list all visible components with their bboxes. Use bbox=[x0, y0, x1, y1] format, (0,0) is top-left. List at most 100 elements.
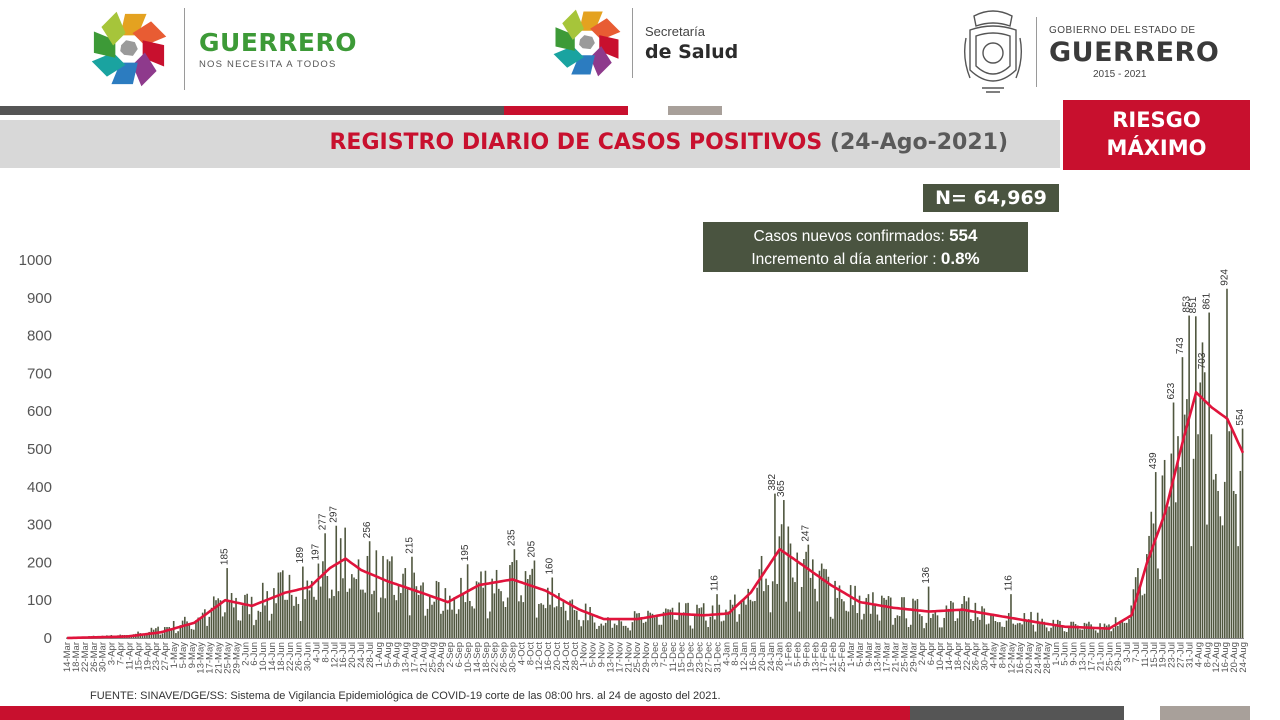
bar bbox=[1097, 632, 1099, 638]
x-tick-label: 19-Dec bbox=[686, 642, 697, 673]
increment-row: Incremento al día anterior : 0.8% bbox=[703, 248, 1028, 271]
bar bbox=[798, 611, 801, 638]
bar bbox=[707, 627, 709, 638]
bar bbox=[965, 601, 968, 638]
bar bbox=[763, 591, 765, 638]
bar bbox=[1059, 620, 1061, 638]
bar bbox=[952, 602, 954, 638]
bar bbox=[970, 619, 972, 638]
bar bbox=[275, 603, 277, 638]
bar bbox=[513, 549, 516, 638]
bar bbox=[391, 556, 393, 638]
x-tick-label: 1-Mar bbox=[846, 642, 857, 667]
bar bbox=[575, 610, 578, 638]
bar bbox=[787, 526, 790, 638]
bar bbox=[535, 617, 538, 638]
bar bbox=[589, 607, 591, 638]
bar bbox=[1010, 594, 1012, 638]
bar bbox=[901, 597, 903, 638]
bar bbox=[584, 603, 587, 638]
bar bbox=[647, 610, 649, 638]
x-tick-label: 12-Jul bbox=[329, 642, 340, 668]
bar bbox=[860, 619, 863, 638]
bar bbox=[1032, 624, 1035, 638]
bar bbox=[186, 621, 188, 638]
x-tick-label: 28-May bbox=[1042, 642, 1053, 674]
bar bbox=[1070, 621, 1072, 638]
bar bbox=[286, 599, 289, 638]
bar bbox=[529, 574, 531, 638]
bar bbox=[671, 607, 674, 638]
x-tick-label: 24-Jul bbox=[356, 642, 367, 668]
x-tick-label: 29-Nov bbox=[641, 642, 652, 673]
bar bbox=[1179, 467, 1182, 638]
bar bbox=[446, 609, 449, 638]
bar bbox=[1103, 623, 1106, 638]
x-tick-label: 14-Sep bbox=[472, 642, 483, 673]
x-tick-label: 29-Aug bbox=[436, 642, 447, 673]
bar bbox=[1137, 568, 1139, 638]
guerrero-logo: GUERRERO NOS NECESITA A TODOS bbox=[90, 8, 357, 90]
bar bbox=[437, 582, 440, 638]
bar bbox=[825, 569, 827, 638]
x-tick-label: 20-Aug bbox=[1229, 642, 1240, 673]
bar bbox=[542, 604, 545, 638]
bar bbox=[700, 607, 703, 638]
bar bbox=[622, 625, 625, 638]
bar bbox=[705, 620, 707, 638]
bar bbox=[375, 550, 378, 638]
bar bbox=[498, 588, 500, 638]
bar bbox=[709, 616, 712, 638]
bar bbox=[1068, 627, 1070, 638]
bar bbox=[865, 597, 868, 638]
x-tick-label: 8-May bbox=[997, 642, 1008, 669]
bar bbox=[1034, 631, 1037, 638]
x-axis: 14-Mar18-Mar22-Mar26-Mar30-Mar3-Apr7-Apr… bbox=[62, 642, 1249, 674]
bar bbox=[736, 621, 738, 638]
bar bbox=[1061, 626, 1063, 638]
bar bbox=[883, 597, 885, 638]
bar bbox=[1114, 617, 1117, 638]
x-tick-label: 5-Feb bbox=[793, 642, 804, 667]
bar bbox=[918, 614, 921, 638]
bar bbox=[413, 572, 415, 638]
bar bbox=[313, 596, 315, 638]
bar bbox=[428, 596, 431, 638]
x-tick-label: 13-Jun bbox=[1078, 642, 1089, 671]
chart-title: REGISTRO DIARIO DE CASOS POSITIVOS (24-A… bbox=[329, 130, 1008, 155]
bar bbox=[631, 622, 634, 638]
bar bbox=[166, 627, 168, 638]
bar bbox=[1023, 613, 1026, 638]
header-stripe-red bbox=[504, 106, 628, 115]
x-tick-label: 17-Mar bbox=[882, 642, 893, 672]
bar bbox=[264, 605, 266, 638]
bar bbox=[567, 620, 569, 638]
bar bbox=[691, 628, 694, 638]
bar bbox=[827, 576, 830, 638]
bar bbox=[302, 566, 304, 638]
x-tick-label: 4-Jan bbox=[721, 642, 732, 666]
bar bbox=[912, 598, 914, 638]
bar bbox=[1161, 475, 1164, 638]
bar bbox=[547, 587, 549, 638]
bar bbox=[1063, 631, 1066, 638]
x-tick-label: 10-Jun bbox=[258, 642, 269, 671]
total-cases-value: 64,969 bbox=[973, 187, 1047, 209]
bar bbox=[355, 579, 358, 638]
bar bbox=[562, 602, 565, 638]
bar bbox=[353, 577, 355, 638]
x-tick-label: 9-Nov bbox=[597, 642, 608, 668]
x-tick-label: 25-May bbox=[222, 642, 233, 674]
x-tick-label: 24-Aug bbox=[1238, 642, 1249, 673]
bar bbox=[747, 588, 750, 638]
bar bbox=[1206, 524, 1208, 638]
bar bbox=[1065, 631, 1068, 638]
bar bbox=[936, 615, 939, 638]
x-tick-label: 4-May bbox=[988, 642, 999, 669]
bar bbox=[237, 620, 240, 638]
bar bbox=[996, 622, 999, 638]
x-tick-label: 3-Dec bbox=[650, 642, 661, 668]
x-tick-label: 2-Sep bbox=[445, 642, 456, 667]
x-tick-label: 22-Sep bbox=[490, 642, 501, 673]
bar bbox=[974, 602, 977, 638]
